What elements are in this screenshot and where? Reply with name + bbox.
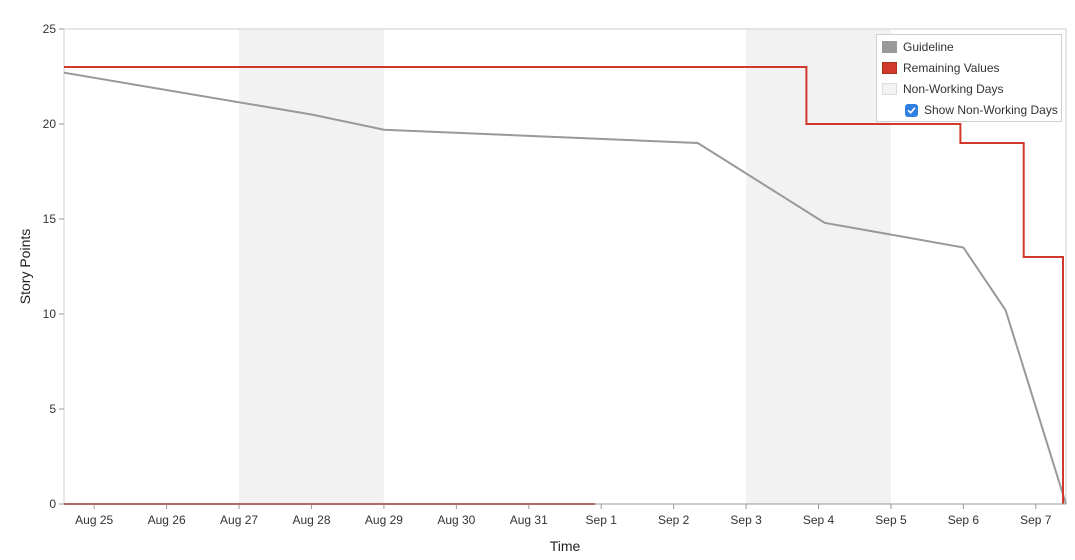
- x-tick-label: Sep 7: [1020, 513, 1052, 527]
- non-working-days-swatch: [882, 83, 897, 95]
- series-line-remaining-values: [64, 66, 1064, 504]
- x-tick-label: Sep 2: [658, 513, 690, 527]
- checkbox-checked-icon[interactable]: [905, 103, 918, 117]
- y-tick-label: 10: [43, 307, 57, 321]
- x-tick-label: Aug 30: [437, 513, 475, 527]
- x-tick-label: Aug 28: [292, 513, 330, 527]
- series-line-guideline: [63, 71, 1067, 505]
- x-tick-label: Aug 26: [148, 513, 186, 527]
- remaining-values-swatch: [882, 62, 897, 74]
- x-tick-label: Aug 27: [220, 513, 258, 527]
- legend-label-guideline: Guideline: [903, 40, 954, 54]
- show-non-working-days-label: Show Non-Working Days: [924, 103, 1058, 117]
- non-working-days-band: [746, 29, 891, 504]
- legend-item-remaining-values[interactable]: Remaining Values: [882, 59, 1000, 77]
- x-tick-label: Sep 3: [730, 513, 762, 527]
- y-tick-label: 5: [49, 402, 56, 416]
- x-tick-label: Sep 1: [586, 513, 618, 527]
- x-tick-label: Sep 6: [948, 513, 980, 527]
- x-tick-label: Aug 25: [75, 513, 113, 527]
- x-tick-label: Aug 29: [365, 513, 403, 527]
- x-tick-label: Sep 5: [875, 513, 907, 527]
- y-tick-label: 25: [43, 22, 57, 36]
- guideline-swatch: [882, 41, 897, 53]
- legend-label-non-working-days: Non-Working Days: [903, 82, 1004, 96]
- y-tick-label: 0: [49, 497, 56, 511]
- legend: Guideline Remaining Values Non-Working D…: [876, 34, 1062, 122]
- y-tick-label: 15: [43, 212, 57, 226]
- x-tick-label: Sep 4: [803, 513, 835, 527]
- y-axis-title: Story Points: [17, 229, 33, 304]
- legend-item-guideline[interactable]: Guideline: [882, 38, 954, 56]
- x-axis-title: Time: [550, 538, 581, 554]
- legend-item-non-working-days[interactable]: Non-Working Days: [882, 80, 1003, 98]
- legend-label-remaining-values: Remaining Values: [903, 61, 1000, 75]
- show-non-working-days-toggle[interactable]: Show Non-Working Days: [905, 103, 1058, 117]
- x-tick-label: Aug 31: [510, 513, 548, 527]
- non-working-days-band: [239, 29, 384, 504]
- y-tick-label: 20: [43, 117, 57, 131]
